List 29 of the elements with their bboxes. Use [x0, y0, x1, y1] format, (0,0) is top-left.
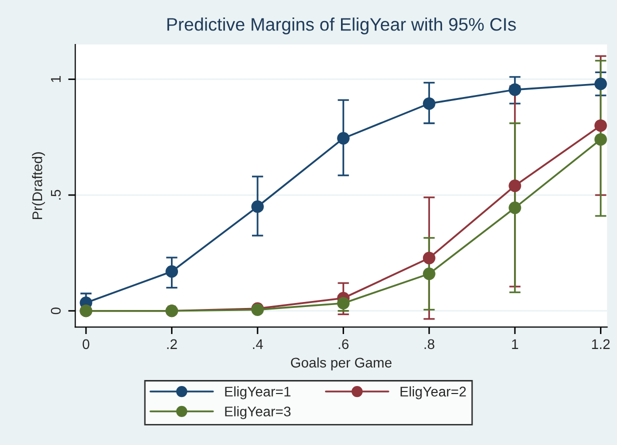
- chart-title: Predictive Margins of EligYear with 95% CIs: [167, 18, 516, 34]
- point: [508, 83, 522, 96]
- x-tick-label: 1.2: [592, 339, 610, 349]
- point: [594, 119, 607, 132]
- point: [337, 132, 350, 145]
- point: [594, 78, 607, 90]
- legend-label: EligYear=1: [225, 386, 290, 400]
- point: [422, 252, 436, 264]
- legend-label: EligYear=3: [225, 406, 291, 420]
- point: [251, 200, 264, 213]
- legend-label: EligYear=2: [400, 386, 466, 400]
- y-tick-label: .5: [51, 190, 61, 200]
- x-tick-label: .4: [253, 339, 263, 349]
- x-tick-label: .2: [167, 339, 177, 349]
- y-tick-label: 1: [51, 76, 61, 82]
- point: [594, 133, 607, 146]
- x-axis-title: Goals per Game: [290, 357, 392, 370]
- point: [422, 268, 436, 280]
- x-tick-label: .8: [424, 339, 434, 350]
- y-axis-title: Pr(Drafted): [32, 152, 45, 219]
- x-tick-label: 0: [82, 339, 90, 350]
- x-tick-label: 1: [512, 339, 518, 349]
- y-tick-label: 0: [50, 308, 61, 314]
- x-tick-label: .6: [338, 339, 349, 350]
- point: [508, 202, 522, 214]
- point: [508, 180, 522, 192]
- point: [166, 265, 178, 278]
- point: [337, 296, 350, 310]
- point: [422, 97, 436, 110]
